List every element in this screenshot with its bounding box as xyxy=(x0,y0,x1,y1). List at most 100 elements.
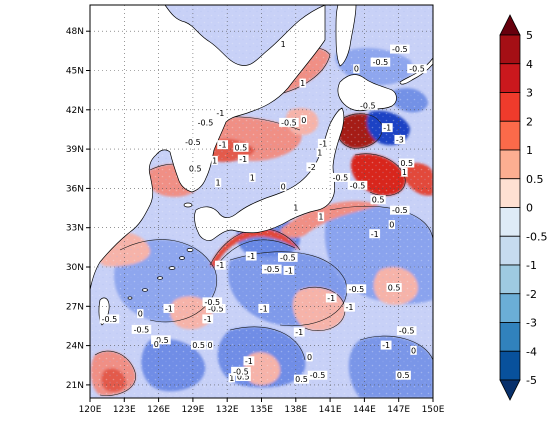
contour-label: -1 xyxy=(382,341,390,350)
contour-label: -0.5 xyxy=(392,206,408,215)
contour-label: 1 xyxy=(402,168,407,177)
contour-label: -2 xyxy=(308,163,316,172)
contour-label: 1 xyxy=(216,179,221,188)
contour-label-bg xyxy=(214,178,222,188)
lon-tick-label: 147E xyxy=(387,405,410,415)
colorbar-label: 0 xyxy=(526,202,533,215)
contour-label: 1 xyxy=(317,149,322,158)
hokkaido xyxy=(337,74,397,112)
colorbar-box xyxy=(499,120,521,151)
contour-label-bg xyxy=(195,117,216,127)
colorbar-box xyxy=(499,178,521,208)
contour-label-bg xyxy=(380,340,392,350)
contour-label: -0.5 xyxy=(399,327,415,336)
contour-label: 0 xyxy=(281,183,286,192)
contour-label-bg xyxy=(299,78,306,88)
lat-tick-label: 33N xyxy=(66,224,84,234)
contour-label: -1 xyxy=(327,294,335,303)
colorbar-label: 5 xyxy=(526,29,533,42)
contour-label: 0.5 xyxy=(295,375,308,384)
contour-label: -0.5 xyxy=(360,101,376,110)
contour-label-bg xyxy=(280,39,287,49)
contour-label-bg xyxy=(317,138,329,148)
contour-label: -0.5 xyxy=(233,367,249,376)
contour-label-bg xyxy=(231,366,251,376)
contour-label-bg xyxy=(279,117,299,127)
contour-label-bg xyxy=(344,302,355,312)
colorbar-label: 0.5 xyxy=(526,173,544,186)
colorbar-box xyxy=(499,92,521,122)
contour-label: -0.5 xyxy=(102,315,118,324)
contour-label-bg xyxy=(205,303,226,313)
contour-label-bg xyxy=(388,220,396,230)
contour-label-bg xyxy=(151,335,171,345)
contour-label-bg xyxy=(316,148,324,158)
colorbar-label: -1 xyxy=(526,259,537,272)
contour-label-bg xyxy=(214,260,226,270)
colorbar-label: -4 xyxy=(526,345,537,358)
lat-tick-label: 42N xyxy=(66,106,84,116)
contour-label: -0.5 xyxy=(281,118,297,127)
lon-tick-label: 138E xyxy=(284,405,307,415)
contour-label: -0.5 xyxy=(205,298,221,307)
contour-label-bg xyxy=(243,356,255,366)
contour-label-bg xyxy=(410,345,417,355)
contour-label-bg xyxy=(163,303,175,313)
contour-label-bg xyxy=(358,100,378,110)
jeju-island xyxy=(183,202,193,208)
contour-label-bg xyxy=(370,195,386,205)
contour-label-bg xyxy=(369,229,381,239)
contour-label: 0.5 xyxy=(397,371,410,380)
contour-label-bg xyxy=(317,212,325,222)
map-gridlines xyxy=(90,5,433,398)
colorbar-label: -0.5 xyxy=(526,230,547,243)
colorbar-extend-max xyxy=(499,14,521,36)
colorbar-label: 1 xyxy=(526,144,533,157)
contour-label: -1 xyxy=(245,357,253,366)
lon-tick-label: 123E xyxy=(113,405,136,415)
mainland-asia xyxy=(90,5,326,291)
contour-label: 0.5 xyxy=(189,164,202,173)
lon-tick-label: 129E xyxy=(181,405,204,415)
contour-label: -0.5 xyxy=(208,304,224,313)
contour-label-bg xyxy=(283,265,295,275)
contour-label-bg xyxy=(346,284,367,294)
contour-label-bg xyxy=(211,155,218,165)
contour-label-bg xyxy=(293,327,305,337)
colorbar-label: -2 xyxy=(526,288,537,301)
lat-tick-label: 48N xyxy=(66,27,84,37)
contour-label-bg xyxy=(280,182,287,192)
contour-label-bg xyxy=(390,44,410,54)
contour-label-bg xyxy=(202,314,214,324)
lat-tick-label: 27N xyxy=(66,302,84,312)
lon-tick-label: 120E xyxy=(79,405,102,415)
contour-label: 0.5 xyxy=(372,196,385,205)
contour-label: -0.5 xyxy=(264,265,280,274)
contour-label: 0 xyxy=(138,310,143,319)
colorbar-box xyxy=(499,293,521,323)
contour-label: 0.5 xyxy=(237,373,250,382)
contour-label-bg xyxy=(347,180,368,190)
lat-tick-label: 39N xyxy=(66,145,84,155)
contour-label-bg xyxy=(131,324,152,334)
contour-label: 0 xyxy=(354,65,359,74)
contour-label: 1 xyxy=(212,156,217,165)
lat-tick-label: 45N xyxy=(66,67,84,77)
contour-label: 0 xyxy=(208,341,213,350)
contour-labels: -0.50-0.5-0.5-0.5-0.50-1-100.50.51-0.5-1… xyxy=(99,39,427,384)
contour-label: -1 xyxy=(295,328,303,337)
contour-label-bg xyxy=(233,142,249,152)
contour-label: 1 xyxy=(300,79,305,88)
colorbar: 5 4 3 2 1 0.5 0 -0.5 -1 -2 -3 -4 -5 xyxy=(499,14,547,401)
colorbar-box xyxy=(499,235,521,266)
colorbar-extend-min xyxy=(499,379,521,401)
contour-label: 0.5 xyxy=(388,283,401,292)
contour-label: -0.5 xyxy=(280,253,296,262)
contour-label: -1 xyxy=(260,304,268,313)
contour-label-bg xyxy=(153,339,160,349)
contour-label-bg xyxy=(191,340,207,350)
contour-label-bg xyxy=(395,370,411,380)
lon-tick-label: 132E xyxy=(216,405,239,415)
contour-label: -1 xyxy=(219,141,227,150)
contour-label-bg xyxy=(183,137,203,147)
